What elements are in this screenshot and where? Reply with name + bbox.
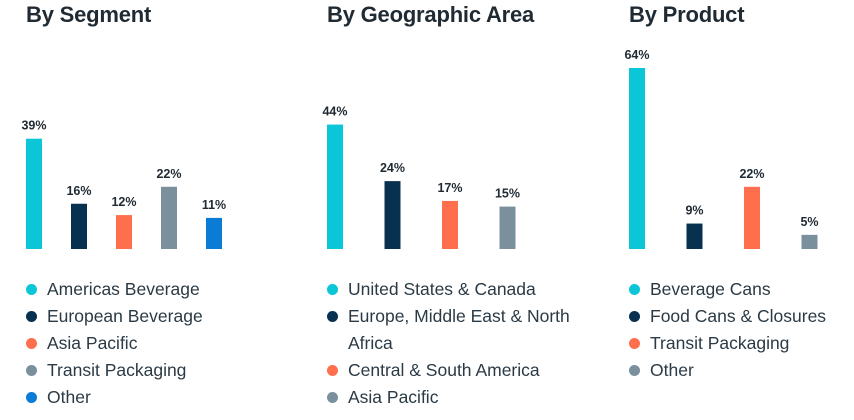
legend-swatch xyxy=(26,311,37,322)
chart-title: By Segment xyxy=(26,2,152,27)
legend-label: Asia Pacific xyxy=(348,387,439,407)
legend-swatch xyxy=(26,365,37,376)
legend-item: Other xyxy=(26,384,203,411)
legend-swatch xyxy=(327,311,338,322)
legend-item: Transit Packaging xyxy=(26,357,203,384)
bar xyxy=(26,138,42,249)
legend-item: Beverage Cans xyxy=(629,276,826,303)
segment-bar-chart: 39% 16% 12% 22% 11% xyxy=(21,119,226,249)
bar-value-label: 22% xyxy=(156,167,181,181)
legend-swatch xyxy=(327,365,338,376)
legend-label: Transit Packaging xyxy=(650,333,790,353)
segment-plot: 39% 16% 12% 22% 11% xyxy=(21,40,296,255)
legend-swatch xyxy=(629,338,640,349)
legend-item: Other xyxy=(629,357,826,384)
legend-item: Asia Pacific xyxy=(26,330,203,357)
legend-label: Asia Pacific xyxy=(47,333,138,353)
bar xyxy=(71,203,87,249)
legend-swatch xyxy=(26,392,37,403)
bar xyxy=(744,186,760,249)
bar-value-label: 12% xyxy=(111,195,136,209)
bar-value-label: 64% xyxy=(624,48,649,62)
legend-swatch xyxy=(629,365,640,376)
segment-panel: By Segment 39% 16% 12% 22% 11% Americas Beve… xyxy=(21,0,296,420)
legend-item: Food Cans & Closures xyxy=(629,303,826,330)
chart-title: By Geographic Area xyxy=(327,2,535,27)
bar xyxy=(442,200,458,249)
bar-value-label: 22% xyxy=(739,167,764,181)
bar xyxy=(499,206,516,249)
legend-swatch xyxy=(629,284,640,295)
bar xyxy=(327,124,343,249)
legend-label: European Beverage xyxy=(47,306,203,326)
geographic-legend: United States & Canada Europe, Middle Eas… xyxy=(327,276,597,411)
bar xyxy=(206,217,222,249)
bar-value-label: 5% xyxy=(800,215,818,229)
bar-value-label: 44% xyxy=(322,105,347,119)
legend-swatch xyxy=(327,392,338,403)
legend-item: Central & South America xyxy=(327,357,597,384)
legend-label: Americas Beverage xyxy=(47,279,200,299)
legend-item: United States & Canada xyxy=(327,276,597,303)
product-plot: 64% 9% 22% 5% xyxy=(624,40,851,255)
legend-swatch xyxy=(629,311,640,322)
segment-legend: Americas Beverage European Beverage Asia P… xyxy=(26,276,203,411)
bar-value-label: 16% xyxy=(66,184,91,198)
chart-title: By Product xyxy=(629,2,745,27)
bar xyxy=(161,186,177,249)
bar xyxy=(384,181,401,249)
legend-item: European Beverage xyxy=(26,303,203,330)
legend-label: Food Cans & Closures xyxy=(650,306,827,326)
bar-value-label: 24% xyxy=(380,161,405,175)
bar xyxy=(629,68,645,249)
legend-item: Transit Packaging xyxy=(629,330,826,357)
product-panel: By Product 64% 9% 22% 5% Beverage Cans Food … xyxy=(624,0,851,420)
legend-swatch xyxy=(26,284,37,295)
product-legend: Beverage Cans Food Cans & Closures Transit… xyxy=(629,276,826,384)
bar xyxy=(116,215,132,249)
bar xyxy=(801,234,818,249)
geographic-bar-chart: 44% 24% 17% 15% xyxy=(322,105,520,249)
bar-value-label: 9% xyxy=(685,204,703,218)
legend-label: United States & Canada xyxy=(348,279,536,299)
bar xyxy=(686,223,703,249)
legend-label: Other xyxy=(47,387,91,407)
bar-value-label: 15% xyxy=(495,187,520,201)
legend-item: Asia Pacific xyxy=(327,384,597,411)
legend-swatch xyxy=(327,284,338,295)
geographic-panel: By Geographic Area 44% 24% 17% 15% United S… xyxy=(322,0,607,420)
legend-label: Beverage Cans xyxy=(650,279,771,299)
legend-label: Other xyxy=(650,360,694,380)
legend-item: Americas Beverage xyxy=(26,276,203,303)
legend-swatch xyxy=(26,338,37,349)
bar-value-label: 11% xyxy=(202,198,226,212)
bar-value-label: 39% xyxy=(21,119,46,133)
bar-value-label: 17% xyxy=(437,181,462,195)
product-bar-chart: 64% 9% 22% 5% xyxy=(624,48,819,249)
legend-label: Transit Packaging xyxy=(47,360,187,380)
legend-label: Central & South America xyxy=(348,360,540,380)
legend-item: Europe, Middle East & North Africa xyxy=(327,303,597,357)
geographic-plot: 44% 24% 17% 15% xyxy=(322,40,597,255)
legend-label: Europe, Middle East & North Africa xyxy=(348,306,570,353)
